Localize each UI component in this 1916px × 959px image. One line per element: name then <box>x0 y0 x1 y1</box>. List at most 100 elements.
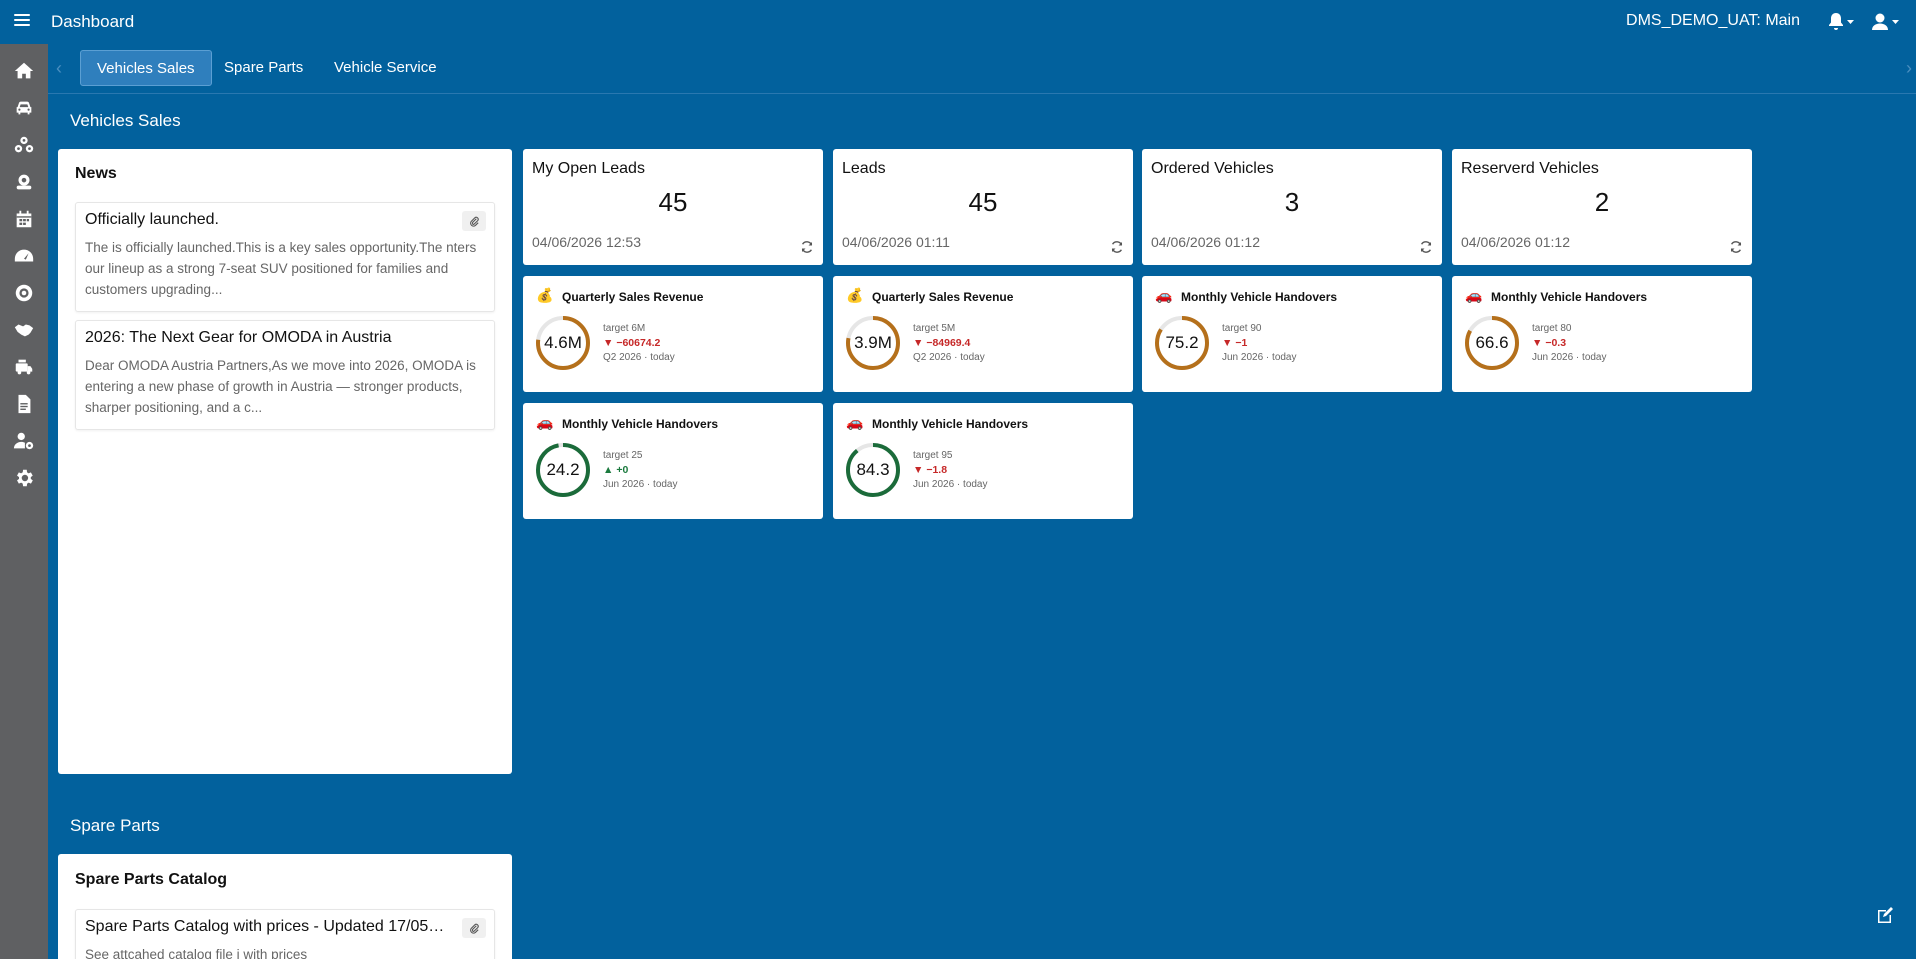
news-item[interactable]: 2026: The Next Gear for OMODA in Austria… <box>75 320 495 430</box>
gauge-period: Q2 2026 · today <box>603 352 675 363</box>
kpi-title: Reserverd Vehicles <box>1461 160 1599 177</box>
user-icon <box>1872 13 1899 30</box>
gauge-value: 66.6 <box>1475 333 1509 352</box>
kpi-value: 45 <box>968 187 998 217</box>
gauge-delta: ▼ −1 <box>1222 337 1248 349</box>
tab-spare-parts[interactable]: Spare Parts <box>224 59 304 76</box>
progress-ring <box>846 316 900 370</box>
paperclip-icon <box>469 923 479 934</box>
tabs-scroll-right-icon[interactable]: › <box>1906 58 1912 78</box>
gauge-title: Monthly Vehicle Handovers <box>872 417 1029 431</box>
kpi-title: Leads <box>842 160 886 177</box>
speedometer-icon[interactable] <box>12 244 36 268</box>
trend-down-icon: ▼ <box>913 464 927 476</box>
gauge-value: 3.9M <box>854 333 892 352</box>
gauge-target: target 90 <box>1222 323 1262 334</box>
gauge-card[interactable]: 🚗 Monthly Vehicle Handovers 66.6 target … <box>1452 276 1752 392</box>
tabs-scroll-left-icon[interactable]: ‹ <box>56 58 62 78</box>
news-item-title: Officially launched. <box>85 211 219 228</box>
refresh-icon[interactable] <box>800 240 814 254</box>
notifications-button[interactable] <box>1826 11 1856 33</box>
trend-down-icon: ▼ <box>1532 337 1546 349</box>
refresh-icon[interactable] <box>1729 240 1743 254</box>
catalog-item-body: See attcahed catalog file i with prices <box>85 947 308 959</box>
gauge-value: 4.6M <box>544 333 582 352</box>
catalog-item[interactable]: Spare Parts Catalog with prices - Update… <box>75 909 495 959</box>
kpi-card-ordered-vehicles[interactable]: Ordered Vehicles 3 04/06/2026 01:12 <box>1142 149 1442 265</box>
progress-ring <box>1465 316 1519 370</box>
attachment-button[interactable] <box>462 211 486 231</box>
service-icon[interactable] <box>12 170 36 194</box>
gauge-target: target 6M <box>603 323 646 334</box>
gauge-period: Jun 2026 · today <box>603 479 678 490</box>
gauge-delta: ▼ −0.3 <box>1532 337 1567 349</box>
car-emoji-icon: 🚗 <box>1465 287 1483 303</box>
hamburger-menu-icon[interactable] <box>14 14 30 28</box>
gauge-card[interactable]: 💰 Quarterly Sales Revenue 3.9M target 5M… <box>833 276 1133 392</box>
car-icon[interactable] <box>12 96 36 120</box>
edit-dashboard-icon[interactable] <box>1874 904 1896 926</box>
progress-ring <box>536 443 590 497</box>
page-title: Dashboard <box>51 12 135 31</box>
home-icon[interactable] <box>12 59 36 83</box>
branch-selector[interactable]: DMS_DEMO_UAT: Main <box>1626 12 1800 29</box>
kpi-value: 3 <box>1284 187 1300 217</box>
news-item[interactable]: Officially launched. The is officially l… <box>75 202 495 312</box>
top-bar: Dashboard DMS_DEMO_UAT: Main <box>0 0 1916 44</box>
kpi-card-reserved-vehicles[interactable]: Reserverd Vehicles 2 04/06/2026 01:12 <box>1452 149 1752 265</box>
gauge-title: Quarterly Sales Revenue <box>872 290 1014 304</box>
gauge-card[interactable]: 💰 Quarterly Sales Revenue 4.6M target 6M… <box>523 276 823 392</box>
user-settings-icon[interactable] <box>12 429 36 453</box>
tab-vehicles-sales[interactable]: Vehicles Sales <box>80 50 212 86</box>
calendar-icon[interactable] <box>12 207 36 231</box>
section-title-spare-parts: Spare Parts <box>70 816 160 835</box>
progress-ring <box>846 443 900 497</box>
kpi-card-my-open-leads[interactable]: My Open Leads 45 04/06/2026 12:53 <box>523 149 823 265</box>
news-item-body: Dear OMODA Austria Partners,As we move i… <box>85 358 476 415</box>
news-title: News <box>75 165 117 182</box>
gauge-delta: ▼ −60674.2 <box>603 337 661 349</box>
money-bag-icon: 💰 <box>536 287 554 303</box>
kpi-card-leads[interactable]: Leads 45 04/06/2026 01:11 <box>833 149 1133 265</box>
gauge-target: target 95 <box>913 450 953 461</box>
kpi-value: 2 <box>1594 187 1610 217</box>
gauge-period: Q2 2026 · today <box>913 352 985 363</box>
trend-down-icon: ▼ <box>1222 337 1236 349</box>
document-icon[interactable] <box>12 392 36 416</box>
gauge-card[interactable]: 🚗 Monthly Vehicle Handovers 75.2 target … <box>1142 276 1442 392</box>
paperclip-icon <box>469 216 479 227</box>
gauge-card[interactable]: 🚗 Monthly Vehicle Handovers 24.2 target … <box>523 403 823 519</box>
fleet-icon[interactable] <box>12 355 36 379</box>
gauge-period: Jun 2026 · today <box>1532 352 1607 363</box>
gauge-value: 84.3 <box>856 460 890 479</box>
kpi-title: My Open Leads <box>532 160 645 177</box>
gauge-value: 75.2 <box>1165 333 1199 352</box>
gear-icon[interactable] <box>12 466 36 490</box>
gauge-period: Jun 2026 · today <box>913 479 988 490</box>
car-emoji-icon: 🚗 <box>1155 287 1173 303</box>
tire-icon[interactable] <box>12 281 36 305</box>
gauge-target: target 5M <box>913 323 956 334</box>
gauge-value: 24.2 <box>546 460 580 479</box>
parts-icon[interactable] <box>12 133 36 157</box>
kpi-date: 04/06/2026 01:12 <box>1151 234 1260 250</box>
car-emoji-icon: 🚗 <box>846 414 864 430</box>
car-emoji-icon: 🚗 <box>536 414 554 430</box>
user-menu-button[interactable] <box>1870 11 1902 33</box>
refresh-icon[interactable] <box>1110 240 1124 254</box>
refresh-icon[interactable] <box>1419 240 1433 254</box>
spare-parts-catalog-title: Spare Parts Catalog <box>75 871 228 888</box>
news-item-body: The is officially launched.This is a key… <box>85 240 477 297</box>
attachment-button[interactable] <box>462 918 486 938</box>
gauge-title: Monthly Vehicle Handovers <box>562 417 719 431</box>
kpi-value: 45 <box>658 187 688 217</box>
kpi-date: 04/06/2026 12:53 <box>532 234 641 250</box>
gauge-delta: ▲ +0 <box>603 464 629 476</box>
tab-vehicle-service[interactable]: Vehicle Service <box>334 59 437 76</box>
gauge-title: Quarterly Sales Revenue <box>562 290 704 304</box>
kpi-title: Ordered Vehicles <box>1151 160 1274 177</box>
gauge-period: Jun 2026 · today <box>1222 352 1297 363</box>
gauge-title: Monthly Vehicle Handovers <box>1181 290 1338 304</box>
gauge-card[interactable]: 🚗 Monthly Vehicle Handovers 84.3 target … <box>833 403 1133 519</box>
handshake-icon[interactable] <box>12 318 36 342</box>
